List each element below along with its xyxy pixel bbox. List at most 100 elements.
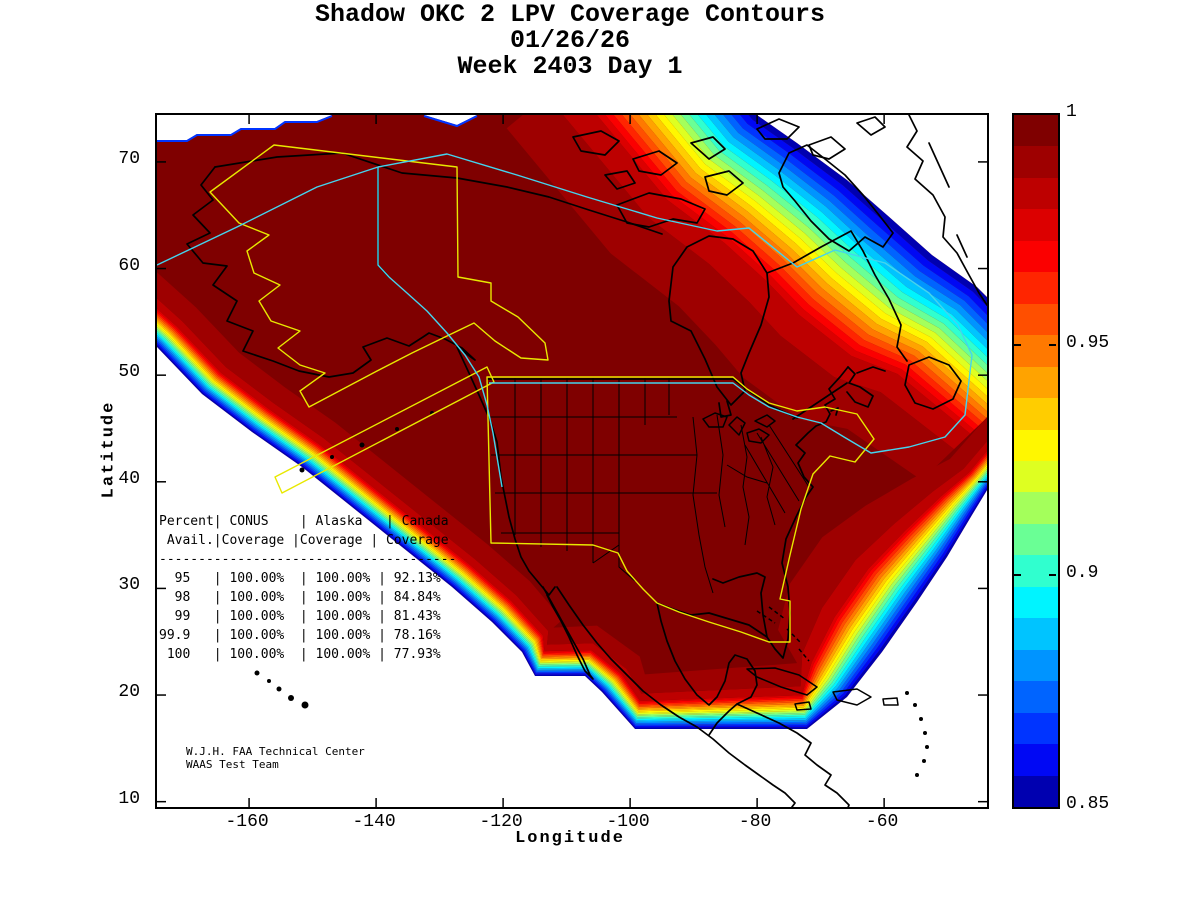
y-tick-label: 70 <box>118 148 140 169</box>
figure-week-day: Week 2403 Day 1 <box>457 52 683 81</box>
bahamas <box>756 606 810 662</box>
no-coverage-top-notch <box>424 115 477 125</box>
region-boundary-lines <box>157 153 973 488</box>
state-lines-east <box>692 414 810 594</box>
arctic-islands <box>572 130 744 196</box>
contour-band <box>613 115 983 426</box>
colorbar-tick-label: 0.95 <box>1066 332 1110 353</box>
coverage-contour-map <box>157 115 987 807</box>
x-tick-label: -160 <box>225 812 269 832</box>
coastlines <box>186 115 987 807</box>
figure-title-block: Shadow OKC 2 LPV Coverage Contours 01/26… <box>170 2 970 80</box>
x-tick-label: -60 <box>865 812 899 832</box>
contour-band <box>647 115 987 404</box>
y-tick-label: 50 <box>118 362 140 383</box>
jamaica <box>794 701 812 711</box>
contour-band <box>596 115 975 434</box>
colorbar-segment <box>1014 177 1058 210</box>
y-tick-label: 30 <box>118 575 140 596</box>
colorbar-segment <box>1014 649 1058 682</box>
cyan-line-coast <box>377 167 503 488</box>
contour-band <box>672 115 987 381</box>
colorbar-segment <box>1014 115 1058 147</box>
baffin-island <box>778 144 894 252</box>
cuba <box>746 667 818 696</box>
colorbar-segment <box>1014 681 1058 713</box>
victoria-island <box>616 192 706 228</box>
colorbar-segment <box>1014 398 1058 430</box>
us-state-lines <box>487 378 810 594</box>
contour-band <box>664 115 987 389</box>
aleutian-islands <box>299 411 434 473</box>
y-tick-label: 10 <box>118 788 140 809</box>
contour-band <box>740 115 987 315</box>
contour-band <box>689 115 987 365</box>
colorbar-segment <box>1014 429 1058 461</box>
y-tick-label: 20 <box>118 682 140 703</box>
no-coverage-south <box>157 347 987 807</box>
colorbar-segment <box>1014 272 1058 304</box>
great-lakes <box>702 412 776 444</box>
colorbar-segment <box>1014 523 1058 556</box>
colorbar-segment <box>1014 240 1058 273</box>
stair-edge-fringe <box>157 115 333 142</box>
colorbar-segment <box>1014 744 1058 776</box>
labrador-coast <box>766 230 908 362</box>
mexico-pacific-coast <box>556 586 796 807</box>
notch-edge-fringe <box>423 115 478 128</box>
colorbar-segment <box>1014 618 1058 650</box>
y-tick-label: 40 <box>118 468 140 489</box>
colorbar-segment <box>1014 303 1058 336</box>
northeast-contour-bands <box>506 115 987 481</box>
credit-text: W.J.H. FAA Technical Center WAAS Test Te… <box>186 745 365 771</box>
state-lines-texas <box>592 533 636 582</box>
colorbar-tick-label: 0.85 <box>1066 794 1110 814</box>
st-lawrence <box>792 366 886 420</box>
colorbar-segment <box>1014 712 1058 745</box>
hispaniola <box>832 688 872 706</box>
colorbar-tick-notch <box>1049 574 1056 577</box>
waas-service-boundaries <box>209 144 875 643</box>
colorbar-tick-notch <box>1049 343 1056 346</box>
no-coverage-topleft-stair <box>157 115 332 140</box>
alaska-service-boundary <box>209 144 549 408</box>
state-grid-west <box>487 378 717 563</box>
aleutian-service-strip <box>274 366 495 494</box>
coverage-statistics-table: Percent| CONUS | Alaska | Canada Avail.|… <box>159 514 457 662</box>
x-tick-label: -140 <box>352 812 396 832</box>
no-coverage-northeast <box>757 115 987 297</box>
nova-scotia <box>846 366 874 408</box>
y-tick-label: 60 <box>118 255 140 276</box>
ellesmere-devon-islands <box>756 116 886 160</box>
lesser-antilles <box>905 691 929 777</box>
conus-service-boundary <box>486 376 875 643</box>
cape-cod <box>830 407 839 416</box>
contour-band <box>622 115 987 422</box>
central-america-caribbean-coast <box>736 703 850 807</box>
contour-band <box>639 115 987 412</box>
alaska-coast <box>186 166 556 596</box>
colorbar <box>1012 113 1060 809</box>
colorbar-segment <box>1014 209 1058 241</box>
contour-band <box>563 115 971 450</box>
map-plot-area <box>155 113 989 809</box>
colorbar-segment <box>1014 775 1058 807</box>
contour-band <box>723 115 987 332</box>
colorbar-segment <box>1014 586 1058 619</box>
baja-peninsula <box>542 586 594 680</box>
puerto-rico <box>882 697 899 706</box>
axis-tick-marks <box>157 115 987 807</box>
gulf-coast-us <box>656 572 768 638</box>
colorbar-tick-notch <box>1014 574 1021 577</box>
contour-band <box>714 115 987 341</box>
contour-band <box>605 115 979 430</box>
x-tick-label: -80 <box>738 812 772 832</box>
colorbar-segment <box>1014 460 1058 493</box>
y-axis-label: Latitude <box>99 400 119 499</box>
hawaii-islands <box>254 670 309 709</box>
contour-band <box>706 115 987 349</box>
colorbar-segment <box>1014 146 1058 178</box>
colorbar-segment <box>1014 366 1058 399</box>
contour-band <box>681 115 987 373</box>
x-axis-label: Longitude <box>515 829 625 848</box>
